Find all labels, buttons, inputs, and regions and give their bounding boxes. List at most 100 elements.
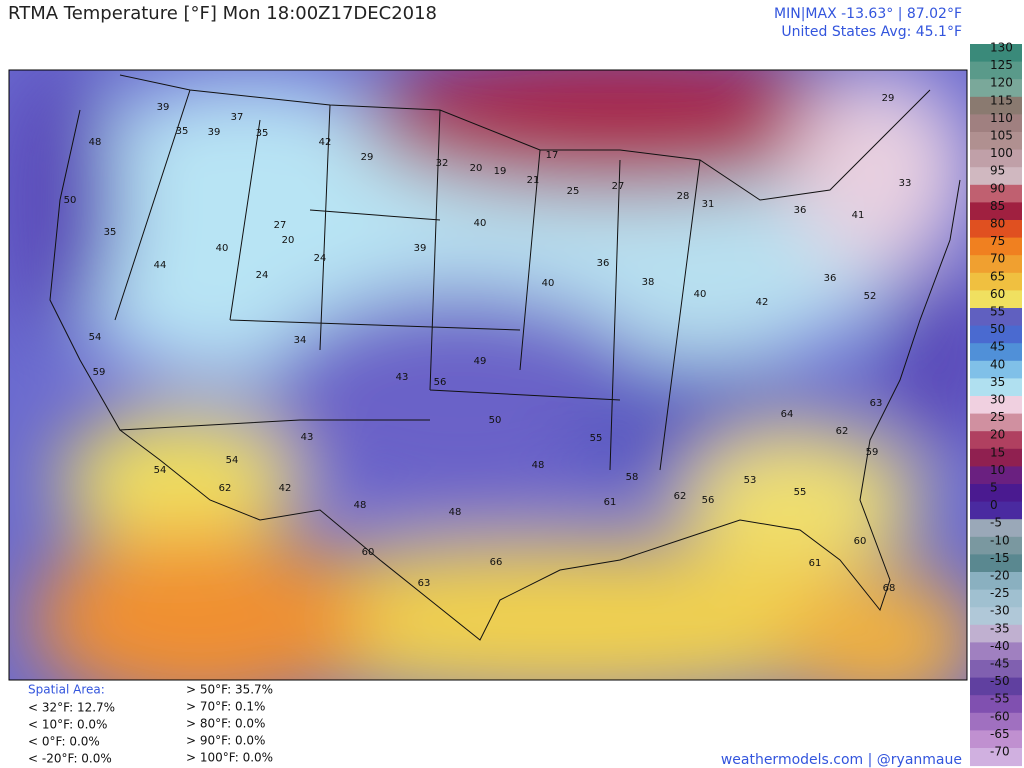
colorbar-cell	[970, 149, 1022, 168]
spatial-title: Spatial Area:	[28, 683, 105, 697]
station-temp: 50	[64, 195, 77, 206]
colorbar-label: 95	[990, 164, 1005, 178]
station-temp: 68	[883, 583, 896, 594]
station-temp: 35	[256, 128, 269, 139]
colorbar-label: -45	[990, 657, 1010, 671]
colorbar-cell	[970, 44, 1022, 63]
colorbar-cell	[970, 536, 1022, 555]
colorbar-cell	[970, 501, 1022, 520]
station-temp: 59	[866, 447, 879, 458]
station-temp: 35	[104, 227, 117, 238]
station-temp: 62	[836, 426, 849, 437]
colorbar-cell	[970, 413, 1022, 432]
map	[9, 70, 967, 680]
colorbar-cell	[970, 184, 1022, 203]
station-temp: 39	[414, 243, 427, 254]
colorbar-label: 120	[990, 76, 1013, 90]
colorbar-cell	[970, 677, 1022, 696]
colorbar-label: 90	[990, 181, 1005, 195]
spatial-stat: > 70°F: 0.1%	[186, 700, 265, 714]
colorbar-cell	[970, 431, 1022, 450]
station-temp: 36	[794, 205, 807, 216]
colorbar-cell	[970, 237, 1022, 256]
colorbar-cell	[970, 589, 1022, 608]
colorbar-cell	[970, 748, 1022, 767]
station-temp: 40	[694, 289, 707, 300]
colorbar-cell	[970, 360, 1022, 379]
colorbar-cell	[970, 712, 1022, 731]
station-temp: 29	[361, 152, 374, 163]
station-temp: 53	[744, 475, 757, 486]
colorbar-label: 50	[990, 322, 1005, 336]
spatial-stat: > 100°F: 0.0%	[186, 751, 273, 765]
station-temp: 50	[489, 415, 502, 426]
colorbar-label: -30	[990, 604, 1010, 618]
spatial-stat: < -20°F: 0.0%	[28, 752, 112, 766]
map-frame	[8, 69, 968, 681]
colorbar-cell	[970, 96, 1022, 115]
station-temp: 48	[354, 500, 367, 511]
station-temp: 60	[854, 536, 867, 547]
colorbar-cell	[970, 695, 1022, 714]
colorbar-cell	[970, 308, 1022, 327]
station-temp: 64	[781, 409, 794, 420]
station-temp: 61	[809, 558, 822, 569]
station-temp: 35	[176, 126, 189, 137]
station-temp: 37	[231, 112, 244, 123]
station-temp: 66	[490, 557, 503, 568]
station-temp: 52	[864, 291, 877, 302]
station-temp: 32	[436, 158, 449, 169]
station-temp: 56	[434, 377, 447, 388]
footer: weathermodels.com | @ryanmaue	[721, 752, 962, 768]
colorbar-label: 40	[990, 357, 1005, 371]
colorbar-label: 45	[990, 340, 1005, 354]
station-temp: 24	[314, 253, 327, 264]
colorbar-cell	[970, 519, 1022, 538]
colorbar-cell	[970, 484, 1022, 503]
station-temp: 36	[824, 273, 837, 284]
spatial-stat: < 10°F: 0.0%	[28, 718, 107, 732]
station-temp: 63	[418, 578, 431, 589]
colorbar-label: 125	[990, 58, 1013, 72]
colorbar-cell	[970, 607, 1022, 626]
station-temp: 21	[527, 175, 540, 186]
colorbar-label: -25	[990, 586, 1010, 600]
colorbar-label: -60	[990, 709, 1010, 723]
colorbar-label: -15	[990, 551, 1010, 565]
colorbar-cell	[970, 61, 1022, 80]
colorbar-label: -20	[990, 569, 1010, 583]
colorbar-cell	[970, 325, 1022, 344]
station-temp: 62	[674, 491, 687, 502]
colorbar-label: 60	[990, 287, 1005, 301]
colorbar-label: -55	[990, 692, 1010, 706]
station-temp: 19	[494, 166, 507, 177]
colorbar-label: -50	[990, 674, 1010, 688]
colorbar-label: 70	[990, 252, 1005, 266]
station-temp: 31	[702, 199, 715, 210]
station-temp: 43	[301, 432, 314, 443]
average: United States Avg: 45.1°F	[781, 24, 962, 40]
colorbar-cell	[970, 624, 1022, 643]
station-temp: 42	[279, 483, 292, 494]
station-temp: 42	[756, 297, 769, 308]
title: RTMA Temperature [°F] Mon 18:00Z17DEC201…	[8, 3, 437, 24]
station-temp: 40	[216, 243, 229, 254]
station-temp: 54	[89, 332, 102, 343]
station-temp: 42	[319, 137, 332, 148]
colorbar-label: 80	[990, 217, 1005, 231]
colorbar-label: 55	[990, 305, 1005, 319]
colorbar-cell	[970, 79, 1022, 98]
colorbar-label: -35	[990, 621, 1010, 635]
colorbar-label: 85	[990, 199, 1005, 213]
colorbar-label: 100	[990, 146, 1013, 160]
colorbar-cell	[970, 730, 1022, 749]
station-temp: 28	[677, 191, 690, 202]
colorbar-label: -10	[990, 533, 1010, 547]
station-temp: 59	[93, 367, 106, 378]
colorbar-cell	[970, 378, 1022, 397]
spatial-stat: > 80°F: 0.0%	[186, 717, 265, 731]
station-temp: 33	[899, 178, 912, 189]
colorbar-cell	[970, 396, 1022, 415]
spatial-stat: < 32°F: 12.7%	[28, 701, 115, 715]
